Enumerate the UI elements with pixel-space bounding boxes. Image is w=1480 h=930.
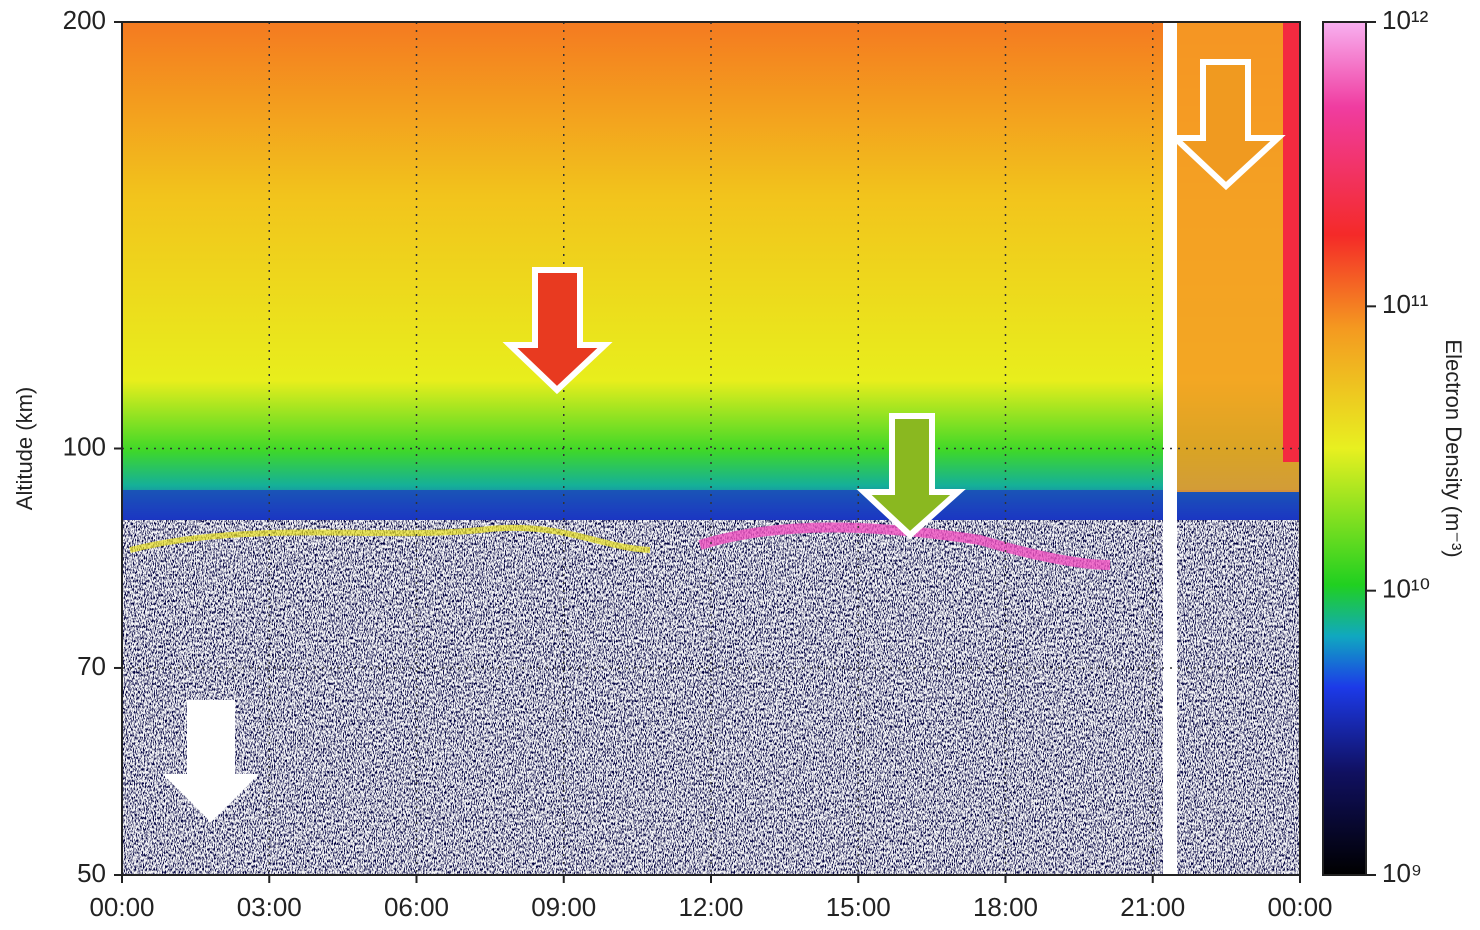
y-tick-label: 100 <box>63 431 106 461</box>
layer-trace <box>698 522 1111 570</box>
colorbar-tick-label: 10¹⁰ <box>1382 574 1430 604</box>
x-tick-label: 03:00 <box>237 892 302 922</box>
colorbar-label: Electron Density (m⁻³) <box>1441 339 1466 557</box>
arrow <box>162 700 260 823</box>
x-tick-label: 06:00 <box>384 892 449 922</box>
colorbar-tick-label: 10¹² <box>1382 5 1429 35</box>
colorbar-tick-label: 10¹¹ <box>1382 289 1429 319</box>
layer-trace <box>129 524 651 553</box>
arrow <box>856 413 966 540</box>
x-tick-label: 18:00 <box>973 892 1038 922</box>
pink-region <box>360 22 880 342</box>
x-tick-label: 09:00 <box>531 892 596 922</box>
arrows <box>162 59 1286 823</box>
x-tick-label: 21:00 <box>1120 892 1185 922</box>
plot-frame <box>121 21 1301 876</box>
x-tick-label: 00:00 <box>1267 892 1332 922</box>
y-tick-label: 70 <box>77 651 106 681</box>
x-tick-label: 00:00 <box>89 892 154 922</box>
right-strip-red <box>1283 22 1300 462</box>
axes: 00:00 03:00 06:00 09:00 12:00 15:00 18:00 21:00… <box>12 5 1466 922</box>
colorbar-tick-label: 10⁹ <box>1382 858 1422 888</box>
colorbar <box>1322 21 1367 876</box>
x-tick-label: 12:00 <box>678 892 743 922</box>
arrow <box>1167 59 1286 191</box>
y-axis-label: Altitude (km) <box>12 387 37 510</box>
y-tick-label: 200 <box>63 5 106 35</box>
y-tick-label: 50 <box>77 858 106 888</box>
x-tick-label: 15:00 <box>826 892 891 922</box>
arrow <box>502 267 613 395</box>
